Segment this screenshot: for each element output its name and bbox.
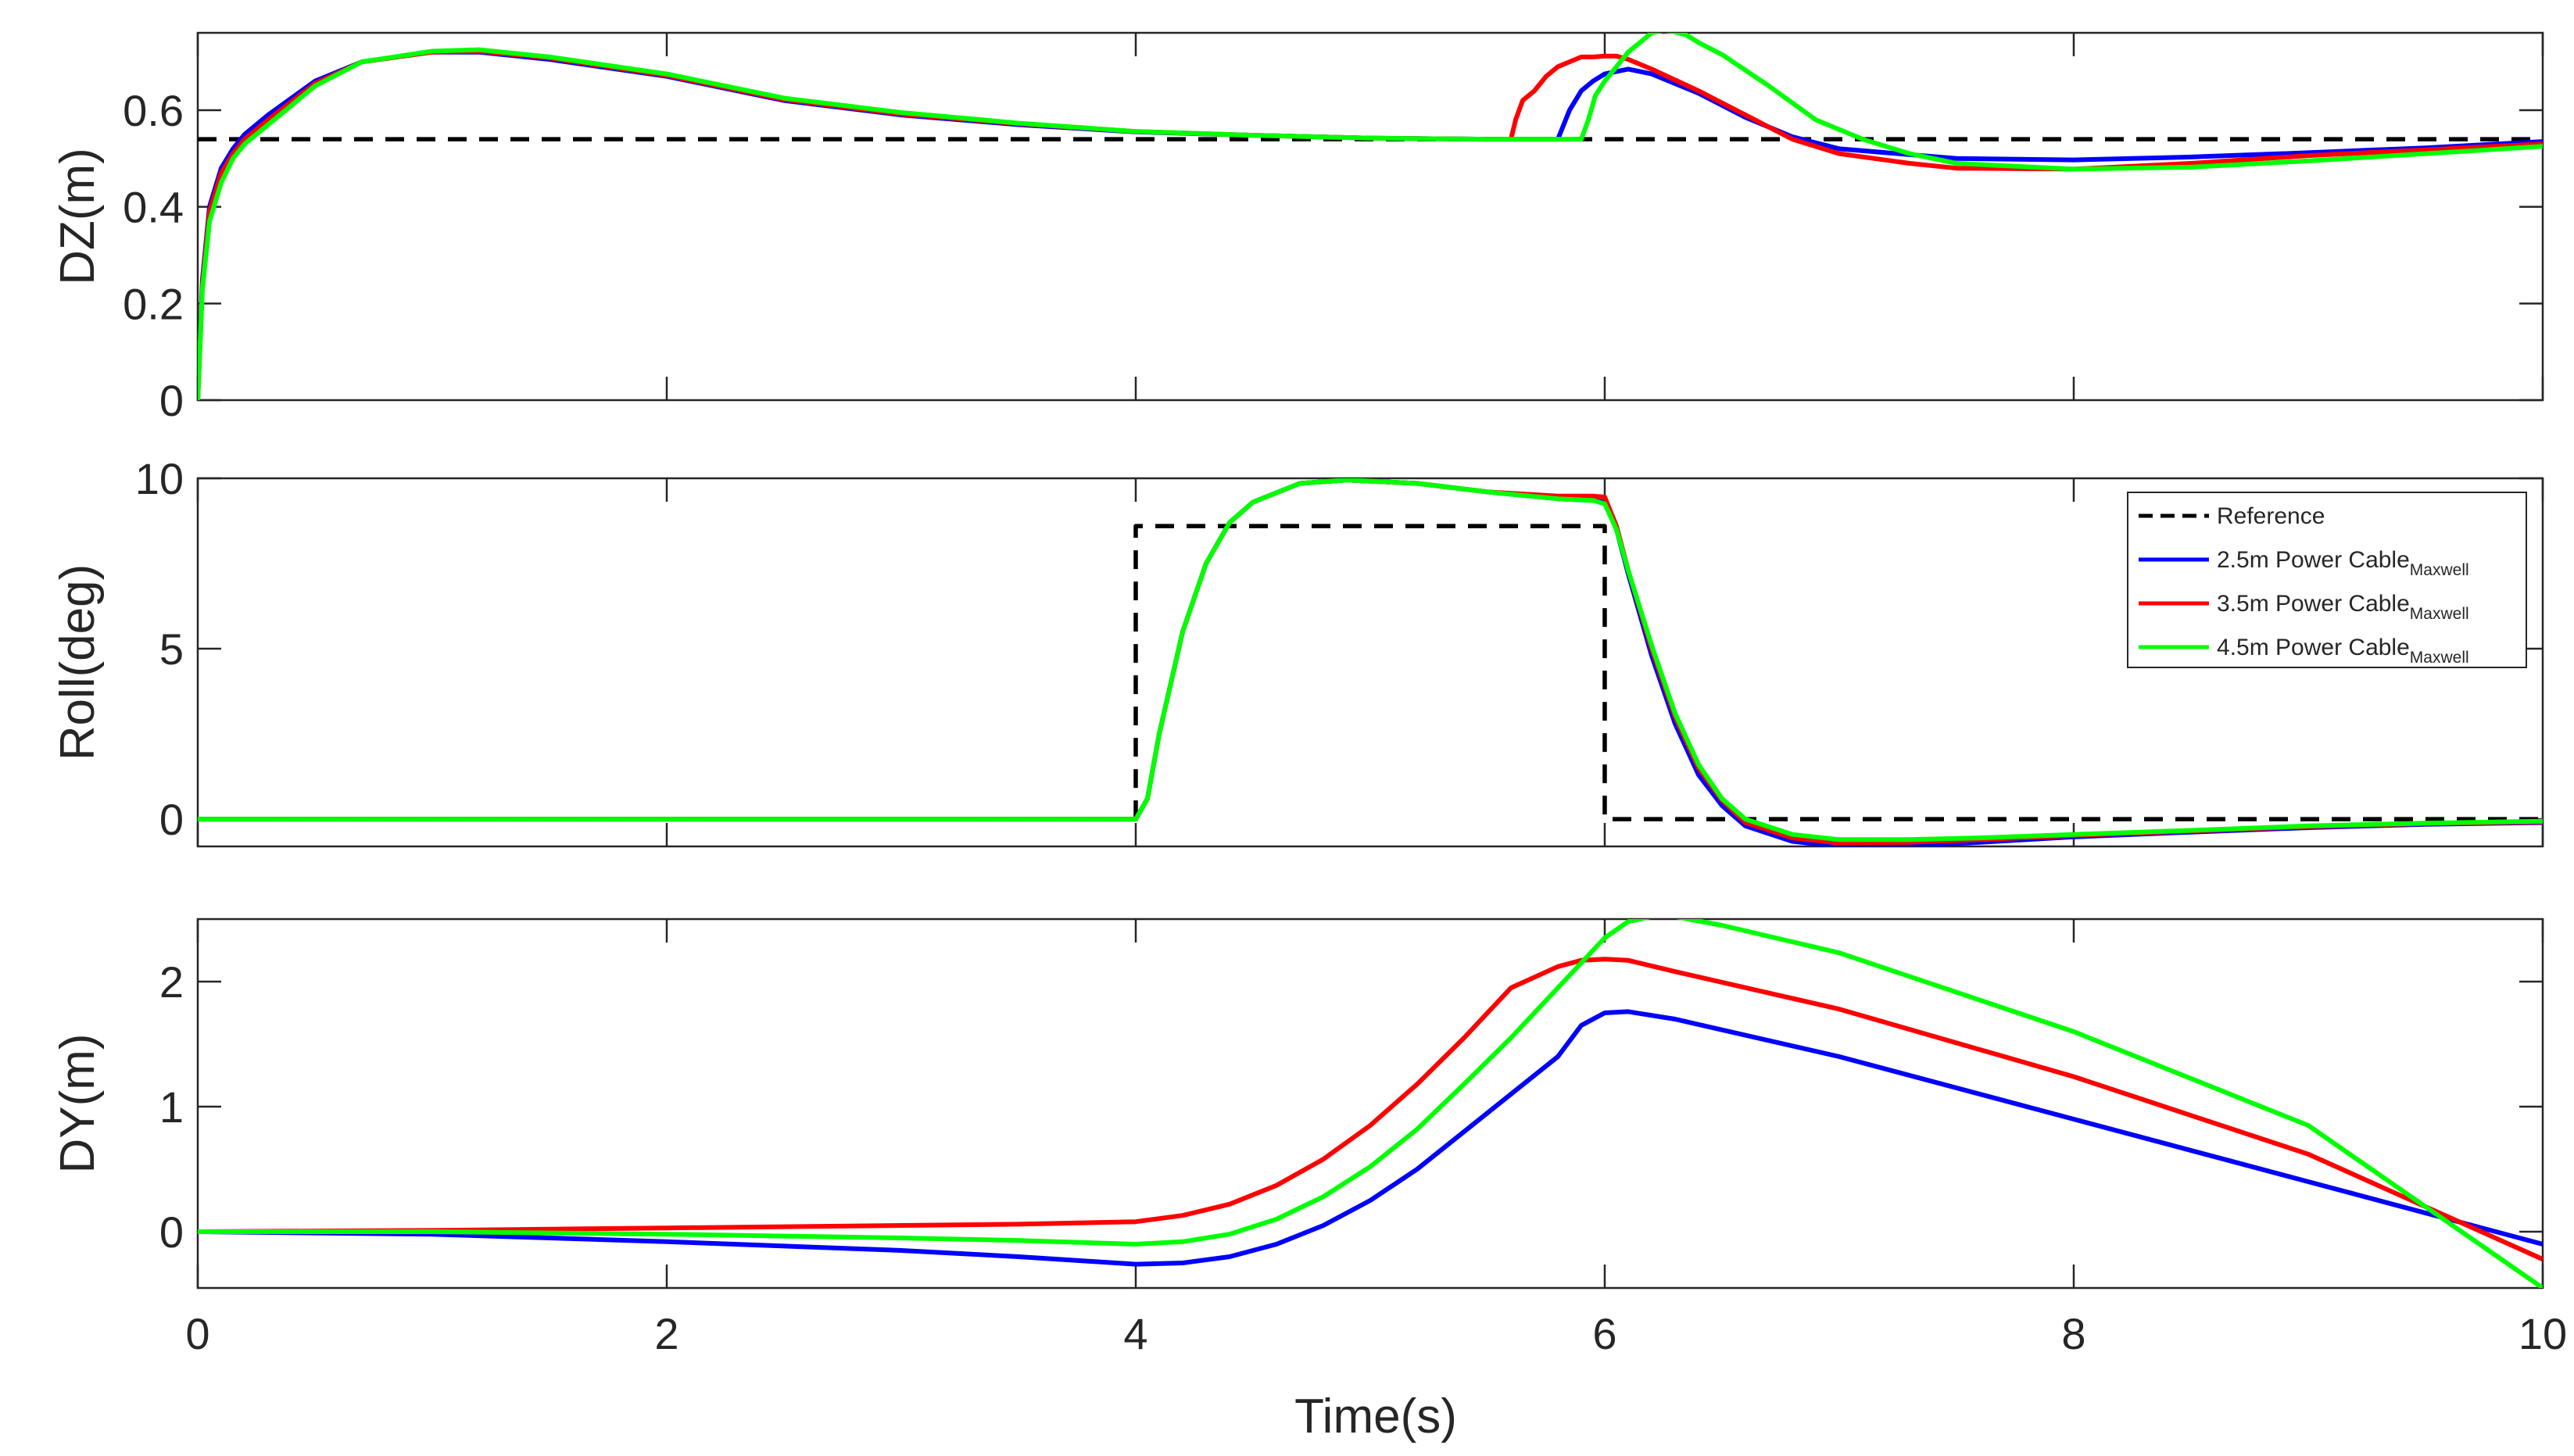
dz-series-4-5m-power-cable <box>198 33 2543 400</box>
legend-entry-subscript: Maxwell <box>2410 649 2469 667</box>
legend-entry-label: Reference <box>2217 503 2325 529</box>
dz-ytick-label: 0.2 <box>123 279 184 328</box>
dy-xtick-label: 6 <box>1592 1309 1616 1358</box>
dz-y-axis-label: DZ(m) <box>51 148 105 285</box>
legend-box <box>2127 492 2527 668</box>
dy-xtick-label: 10 <box>2519 1309 2567 1358</box>
chart-panels: 0 0.2 0.4 0.6 DZ(m) 0 5 10 Roll(deg) 0 2 4 6 8 10 0 1 2 DY… <box>51 31 2567 1358</box>
dy-xtick-label: 8 <box>2061 1309 2085 1358</box>
dz-ytick-label: 0.4 <box>123 183 184 232</box>
dy-xtick-label: 0 <box>185 1309 209 1358</box>
roll-y-axis-label: Roll(deg) <box>51 564 105 761</box>
roll-ytick-label: 5 <box>159 624 184 674</box>
roll-ytick-label: 0 <box>159 795 184 844</box>
dz-ytick-label: 0.6 <box>123 86 184 135</box>
legend-entry-subscript: Maxwell <box>2410 561 2469 579</box>
dy-series-2-5m-power-cable <box>198 1009 2543 1267</box>
roll-series-4-5m-power-cable <box>198 478 2543 842</box>
panel-dy: 0 2 4 6 8 10 0 1 2 DY(m) <box>51 918 2567 1358</box>
x-axis-label: Time(s) <box>1294 1390 1457 1443</box>
dz-axes-frame <box>196 31 2544 402</box>
dy-ytick-label: 1 <box>159 1082 184 1132</box>
dy-series-3-5m-power-cable <box>198 957 2543 1261</box>
dy-xtick-label: 4 <box>1123 1309 1147 1358</box>
dz-ytick-label: 0 <box>159 376 184 425</box>
legend-entry-subscript: Maxwell <box>2410 605 2469 623</box>
dy-series-4-5m-power-cable <box>198 919 2543 1288</box>
dy-xtick-label: 2 <box>654 1309 678 1358</box>
roll-ytick-label: 10 <box>135 454 184 503</box>
dy-ytick-label: 0 <box>159 1207 184 1257</box>
dy-y-axis-label: DY(m) <box>51 1033 105 1173</box>
panel-dz: 0 0.2 0.4 0.6 DZ(m) <box>51 31 2544 425</box>
dy-ytick-label: 2 <box>159 957 184 1007</box>
